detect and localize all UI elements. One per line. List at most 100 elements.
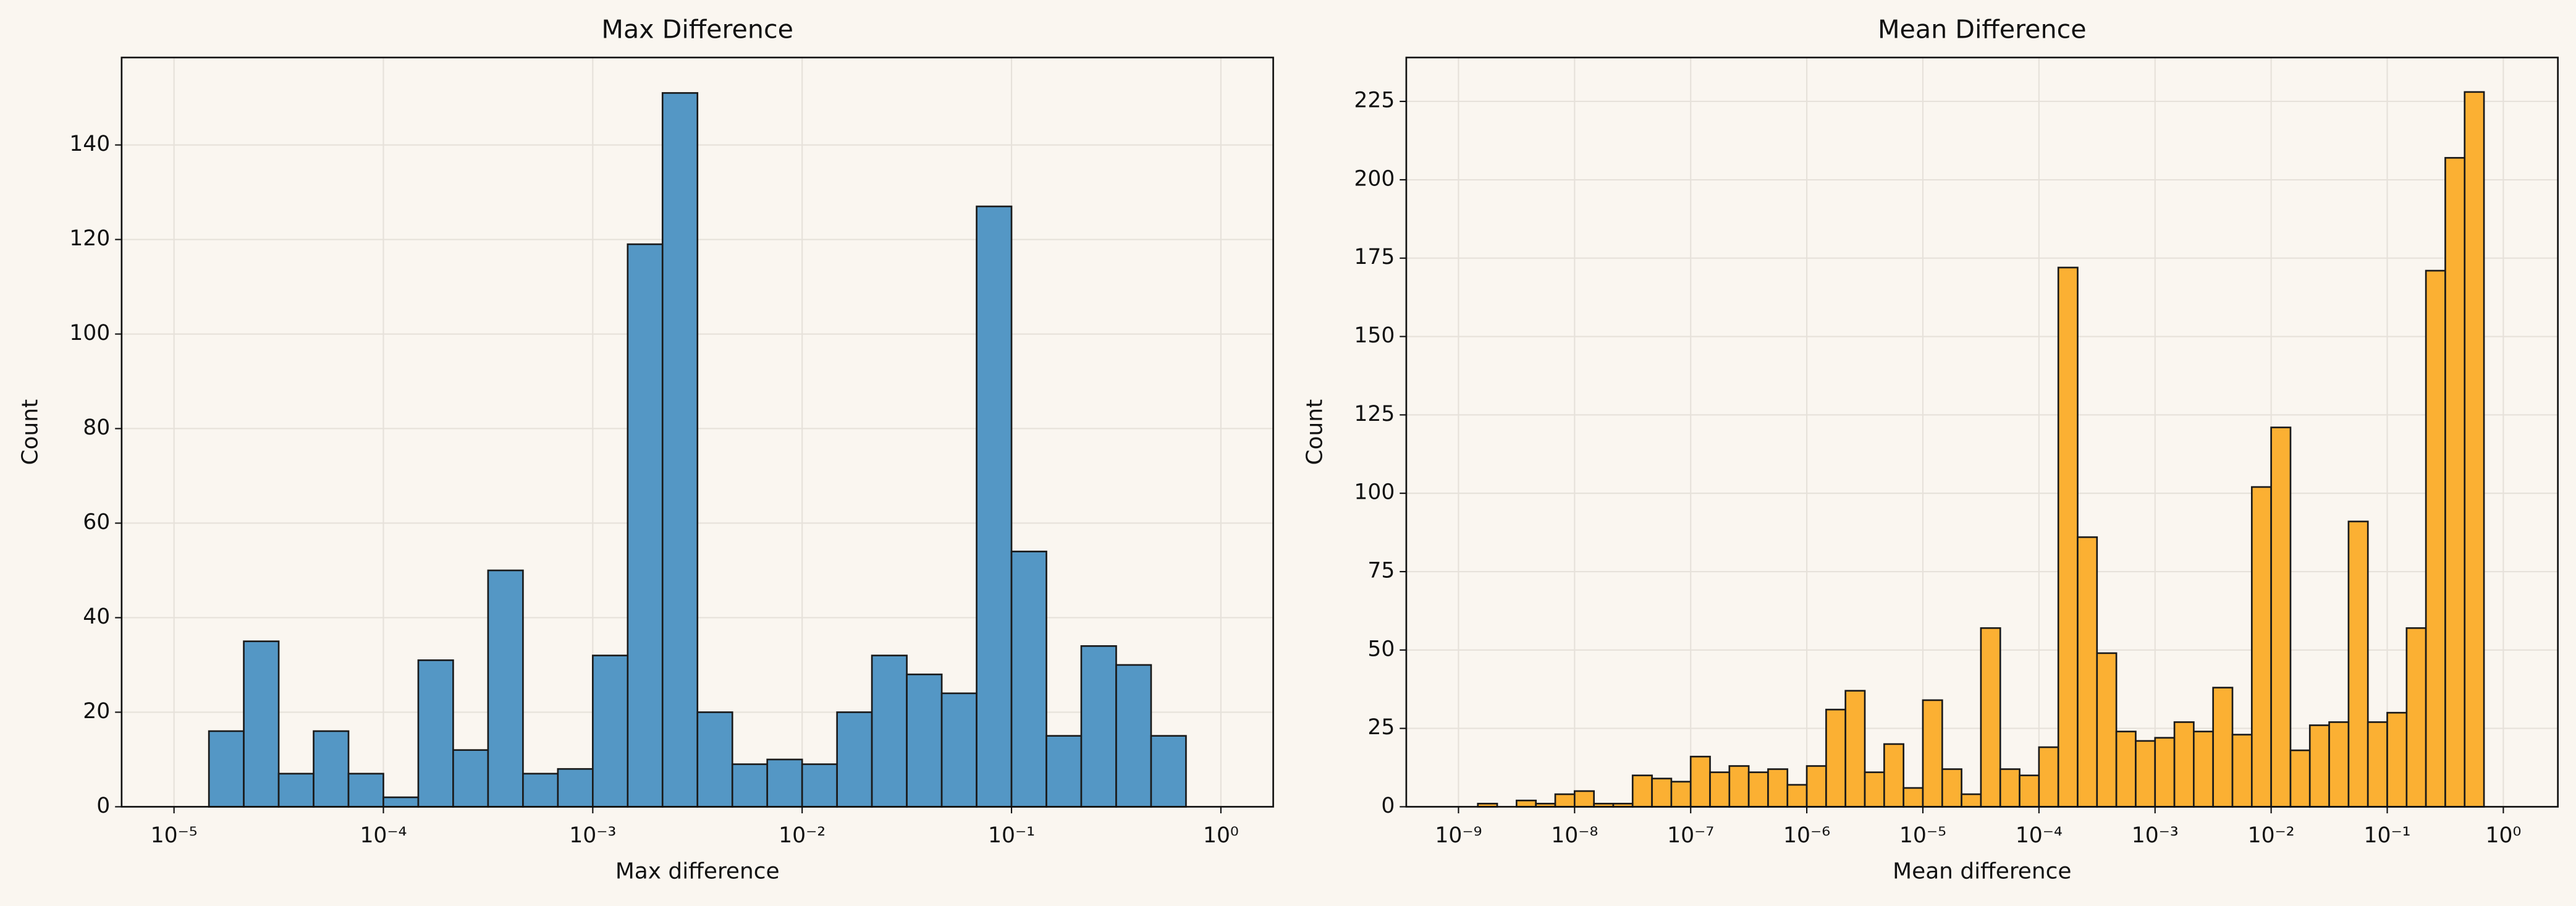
bar: [976, 205, 1013, 808]
bar: [2464, 91, 2485, 808]
x-tick-label: 10⁻³: [2132, 823, 2179, 848]
bar: [2096, 652, 2118, 808]
y-tick-label: 0: [1381, 794, 1395, 818]
bar: [2270, 426, 2292, 808]
y-tick-label: 20: [83, 699, 110, 724]
bar: [2212, 687, 2234, 808]
bar: [2425, 269, 2446, 808]
bar: [1045, 735, 1083, 808]
bar: [2347, 520, 2369, 808]
y-tick-label: 120: [69, 226, 110, 251]
y-tick-label: 80: [83, 415, 110, 440]
bar: [836, 711, 873, 808]
bar: [2019, 774, 2040, 808]
y-tick-label: 0: [96, 794, 110, 818]
x-axis-label: Mean difference: [1893, 859, 2071, 884]
bar: [2038, 746, 2059, 808]
y-tick-label: 75: [1367, 558, 1395, 583]
bar: [1883, 743, 1904, 808]
bar: [313, 730, 350, 808]
bar: [2057, 266, 2079, 808]
y-tick-label: 225: [1354, 88, 1395, 113]
x-tick-label: 10⁻³: [569, 823, 616, 848]
bar: [1902, 787, 1924, 808]
x-tick-label: 10⁻²: [2248, 823, 2295, 848]
bar: [1516, 799, 1537, 808]
axes-frame: [1405, 56, 2559, 808]
bar: [522, 773, 559, 808]
y-tick-label: 25: [1367, 715, 1395, 740]
x-tick-label: 10⁻²: [779, 823, 826, 848]
bar: [1728, 765, 1750, 808]
bar: [1922, 699, 1943, 808]
bar: [1999, 768, 2021, 808]
bar: [1631, 774, 1653, 808]
bar: [2405, 627, 2427, 808]
y-tick-label: 100: [69, 321, 110, 345]
bar: [208, 730, 245, 808]
x-tick-label: 10⁻⁴: [360, 823, 407, 848]
y-tick-label: 150: [1354, 323, 1395, 348]
y-axis-label: Count: [18, 399, 43, 465]
bar: [347, 773, 384, 808]
bar: [2077, 536, 2098, 808]
bar: [731, 763, 769, 808]
bar: [766, 758, 803, 808]
x-tick-label: 10⁻⁶: [1783, 823, 1830, 848]
bar: [2250, 486, 2272, 808]
bar: [696, 711, 733, 808]
bar: [2173, 721, 2195, 808]
bar: [2154, 737, 2176, 808]
bar: [871, 654, 908, 808]
bar: [1554, 793, 1576, 808]
bar: [801, 763, 838, 808]
x-tick-label: 10⁰: [2485, 823, 2521, 848]
bar: [2308, 724, 2330, 808]
y-tick-label: 200: [1354, 166, 1395, 191]
bar: [1573, 790, 1595, 808]
bar: [2231, 734, 2253, 808]
bar: [1150, 735, 1187, 808]
bar: [1115, 664, 1152, 808]
x-tick-label: 10⁻¹: [988, 823, 1035, 848]
bar: [2386, 711, 2408, 808]
bar: [2367, 721, 2388, 808]
bar: [940, 692, 978, 808]
bar: [1980, 627, 2001, 808]
bar: [487, 569, 524, 808]
bar: [243, 640, 280, 808]
bar: [1767, 768, 1789, 808]
bar: [557, 768, 594, 808]
bar: [1670, 781, 1692, 808]
bar: [1805, 765, 1827, 808]
y-tick-label: 140: [69, 132, 110, 156]
bar: [1786, 784, 1808, 808]
bar: [417, 659, 454, 808]
bar: [592, 654, 629, 808]
bar: [906, 673, 943, 808]
bar: [382, 796, 420, 808]
chart-title: Max Difference: [601, 15, 793, 44]
x-tick-label: 10⁻⁵: [151, 823, 198, 848]
x-tick-label: 10⁻⁹: [1435, 823, 1482, 848]
bar: [2193, 730, 2215, 808]
y-tick-label: 100: [1354, 480, 1395, 505]
y-tick-label: 50: [1367, 637, 1395, 661]
bar: [2115, 730, 2137, 808]
bar: [1961, 793, 1982, 808]
x-tick-label: 10⁻¹: [2363, 823, 2410, 848]
y-axis-label: Count: [1303, 399, 1328, 465]
bar: [1080, 645, 1117, 808]
bar: [661, 92, 699, 808]
x-axis-label: Max difference: [615, 859, 780, 884]
y-tick-label: 60: [83, 510, 110, 535]
y-tick-label: 40: [83, 604, 110, 629]
bar: [1651, 777, 1673, 808]
x-tick-label: 10⁻⁴: [2016, 823, 2063, 848]
x-tick-label: 10⁻⁷: [1667, 823, 1714, 848]
bar: [1825, 708, 1847, 808]
y-tick-label: 125: [1354, 402, 1395, 426]
bar: [1010, 551, 1047, 808]
